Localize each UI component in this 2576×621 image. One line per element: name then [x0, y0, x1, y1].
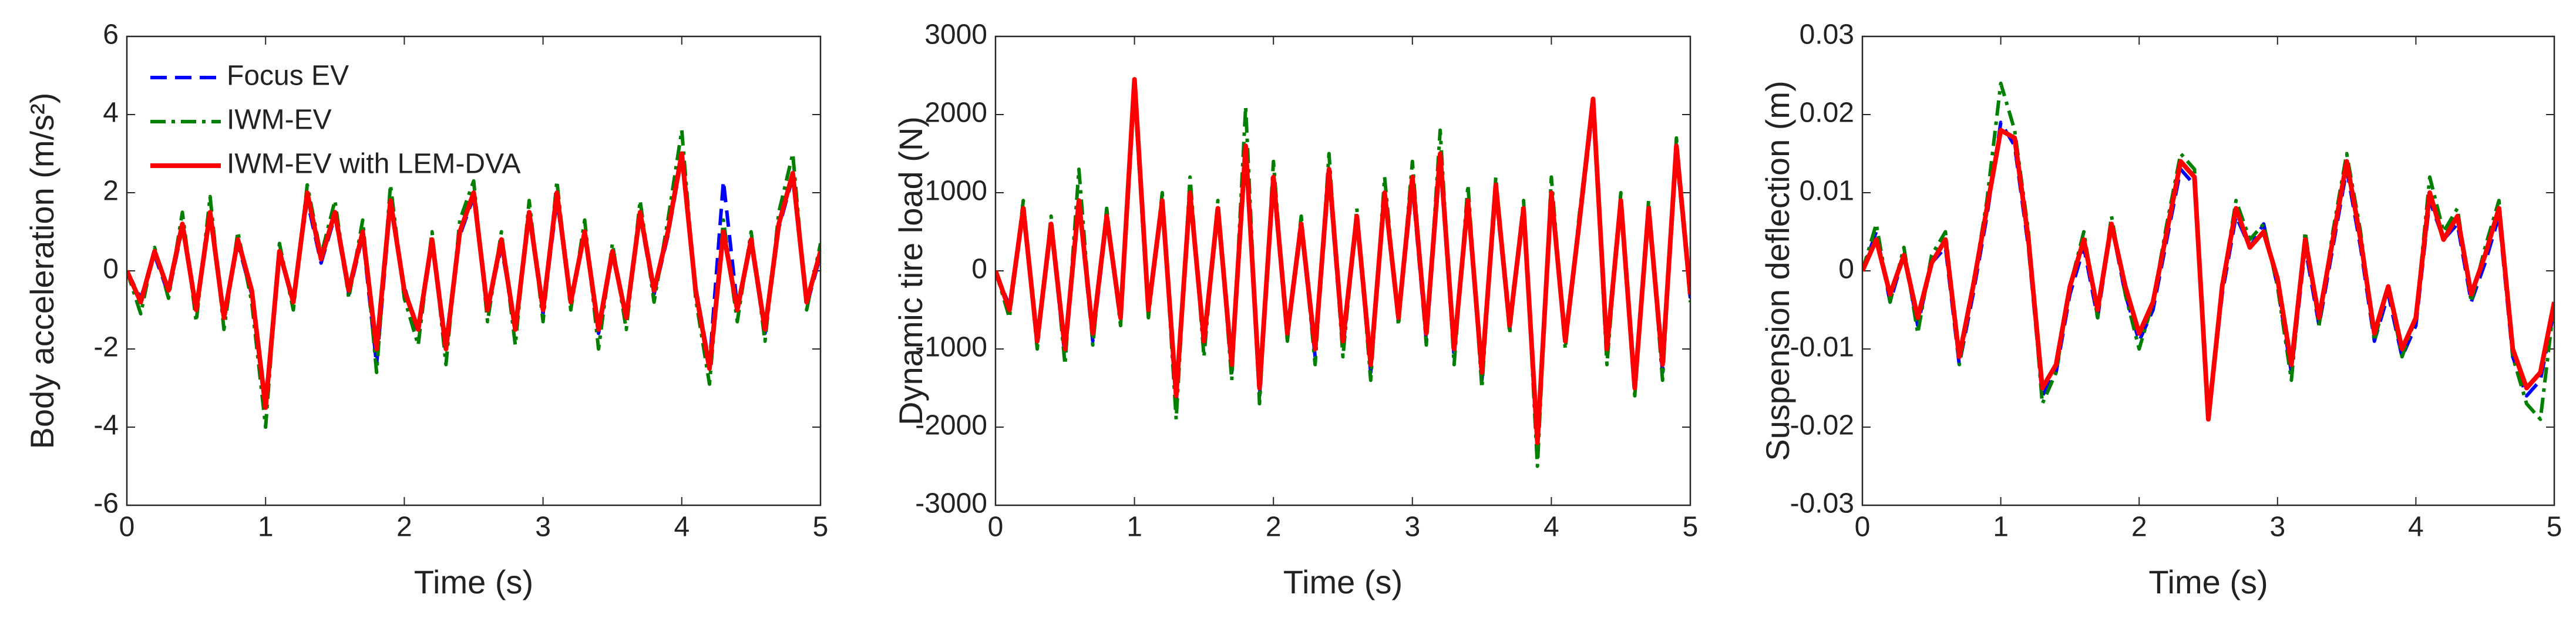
y-tick-label: 4 — [103, 98, 119, 129]
y-tick-label: 2000 — [924, 98, 987, 129]
y-tick-label: 1000 — [924, 176, 987, 207]
series-line — [996, 77, 1690, 445]
y-tick-label: 0 — [971, 254, 987, 285]
x-tick-label: 4 — [1543, 512, 1559, 543]
x-axis-label: Time (s) — [414, 563, 533, 600]
series-line — [1862, 127, 2554, 422]
y-tick-label: -0.01 — [1790, 332, 1854, 363]
y-tick-label: -4 — [93, 410, 119, 441]
y-tick-label: 0 — [103, 254, 119, 285]
x-tick-label: 1 — [1993, 512, 2009, 543]
plot-area — [127, 36, 820, 505]
chart-panel: -0.03 -0.02 -0.01 0 0.01 0.02 0.03 0 1 2 3 4 5 Time (… — [1759, 19, 2562, 600]
x-tick-label: 5 — [1683, 512, 1699, 543]
y-axis-label: Dynamic tire load (N) — [892, 116, 929, 425]
plot-area — [1862, 36, 2554, 505]
chart-panel: -3000 -2000 -1000 0 1000 2000 3000 0 1 2 3 4 5 Time (… — [892, 19, 1699, 600]
y-tick-label: 0.01 — [1800, 176, 1854, 207]
y-axis-label: Body acceleration (m/s²) — [23, 93, 60, 449]
x-tick-label: 1 — [258, 512, 274, 543]
y-tick-label: -2000 — [915, 410, 987, 441]
axes-frame — [1861, 35, 2555, 506]
y-tick-label: 0.02 — [1800, 98, 1854, 129]
x-tick-label: 3 — [535, 512, 551, 543]
y-axis-label: Suspension deflection (m) — [1759, 80, 1796, 461]
series-line — [127, 151, 820, 410]
x-axis-label: Time (s) — [1283, 563, 1403, 600]
x-tick-label: 2 — [1266, 512, 1282, 543]
x-tick-label: 1 — [1126, 512, 1142, 543]
x-tick-label: 3 — [1404, 512, 1420, 543]
y-tick-label: -3000 — [915, 488, 987, 519]
y-tick-label: 0.03 — [1800, 19, 1854, 51]
x-tick-label: 4 — [674, 512, 690, 543]
y-tick-label: -1000 — [915, 332, 987, 363]
y-tick-label: -2 — [93, 332, 119, 363]
x-axis-label: Time (s) — [2148, 563, 2268, 600]
y-tick-label: -6 — [93, 488, 119, 519]
chart-panel: -6 -4 -2 0 2 4 6 0 1 2 3 4 5 Time (s) Body acceleratio… — [23, 19, 829, 600]
y-tick-label: 6 — [103, 19, 119, 51]
x-tick-label: 0 — [988, 512, 1004, 543]
legend-label: Focus EV — [227, 61, 349, 92]
y-tick-label: -0.03 — [1790, 488, 1854, 519]
x-tick-label: 0 — [119, 512, 135, 543]
x-tick-label: 4 — [2408, 512, 2424, 543]
x-tick-label: 3 — [2269, 512, 2285, 543]
x-tick-label: 2 — [396, 512, 412, 543]
y-tick-label: -0.02 — [1790, 410, 1854, 441]
axes-frame — [126, 35, 822, 506]
x-tick-label: 2 — [2131, 512, 2147, 543]
legend-label: IWM-EV — [227, 105, 332, 136]
x-tick-label: 5 — [813, 512, 829, 543]
axes-frame — [994, 35, 1691, 506]
x-tick-label: 5 — [2547, 512, 2562, 543]
x-tick-label: 0 — [1855, 512, 1871, 543]
y-tick-label: 2 — [103, 176, 119, 207]
legend-label: IWM-EV with LEM-DVA — [227, 149, 520, 180]
y-tick-label: 3000 — [924, 19, 987, 51]
y-tick-label: 0 — [1838, 254, 1854, 285]
